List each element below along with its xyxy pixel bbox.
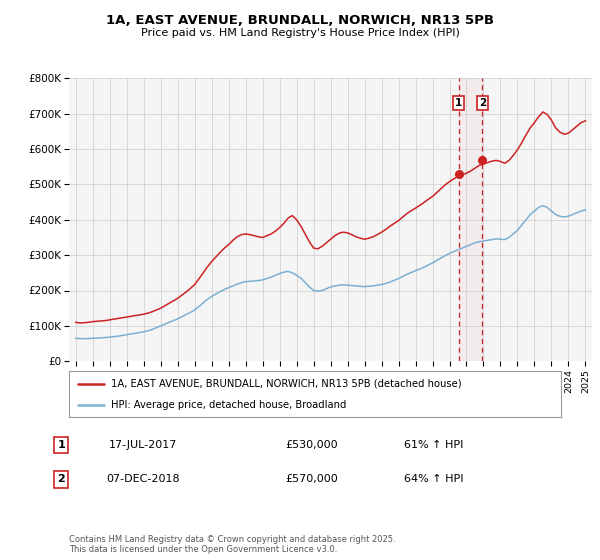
Text: Price paid vs. HM Land Registry's House Price Index (HPI): Price paid vs. HM Land Registry's House … (140, 28, 460, 38)
Text: 1: 1 (455, 98, 463, 108)
Bar (458, 78, 482, 361)
Text: 64% ↑ HPI: 64% ↑ HPI (404, 474, 463, 484)
Text: 1A, EAST AVENUE, BRUNDALL, NORWICH, NR13 5PB (detached house): 1A, EAST AVENUE, BRUNDALL, NORWICH, NR13… (111, 379, 461, 389)
Text: HPI: Average price, detached house, Broadland: HPI: Average price, detached house, Broa… (111, 400, 346, 410)
Text: 61% ↑ HPI: 61% ↑ HPI (404, 440, 463, 450)
Text: £570,000: £570,000 (286, 474, 338, 484)
Text: 2: 2 (479, 98, 486, 108)
Text: 07-DEC-2018: 07-DEC-2018 (106, 474, 180, 484)
Text: £530,000: £530,000 (286, 440, 338, 450)
Text: 1A, EAST AVENUE, BRUNDALL, NORWICH, NR13 5PB: 1A, EAST AVENUE, BRUNDALL, NORWICH, NR13… (106, 14, 494, 27)
Text: 2: 2 (58, 474, 65, 484)
Text: 1: 1 (58, 440, 65, 450)
Text: Contains HM Land Registry data © Crown copyright and database right 2025.
This d: Contains HM Land Registry data © Crown c… (69, 535, 395, 554)
Text: 17-JUL-2017: 17-JUL-2017 (109, 440, 177, 450)
